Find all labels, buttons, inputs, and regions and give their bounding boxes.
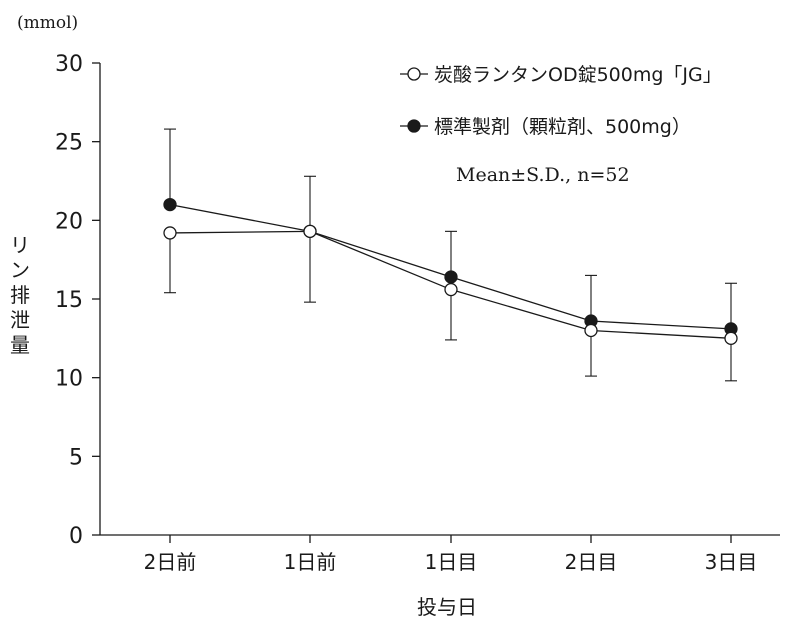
data-point-open — [163, 226, 177, 240]
y-tick-label: 30 — [55, 52, 83, 77]
y-ticks: 0 5 10 15 20 25 30 — [55, 52, 100, 549]
y-tick-label: 10 — [55, 367, 83, 392]
x-tick-label: 3日目 — [705, 550, 758, 574]
data-point-open — [584, 323, 598, 338]
y-tick-label: 20 — [55, 209, 83, 234]
y-tick-label: 5 — [69, 445, 83, 470]
x-tick-label: 1日前 — [284, 550, 337, 574]
y-tick-label: 15 — [55, 288, 83, 313]
x-tick-label: 2日前 — [144, 550, 197, 574]
legend-marker-open-circle — [407, 67, 421, 81]
error-bars — [164, 128, 737, 382]
data-point-open — [303, 224, 317, 238]
legend-marker-filled-circle — [407, 119, 421, 133]
y-tick-label: 25 — [55, 131, 83, 156]
data-point-filled — [163, 197, 177, 212]
legend-label-series-2: 標準製剤（顆粒剤、500mg） — [434, 116, 691, 138]
y-unit-label: (mmol) — [17, 13, 78, 33]
legend-label-series-1: 炭酸ランタンOD錠500mg「JG」 — [434, 64, 722, 86]
data-point-filled — [444, 270, 458, 284]
x-tick-label: 2日目 — [565, 550, 618, 574]
y-axis-title: リン排泄量 — [10, 233, 30, 357]
x-axis-title: 投与日 — [417, 595, 477, 619]
data-point-open — [444, 282, 458, 297]
x-ticks: 2日前 1日前 1日目 2日目 3日目 — [144, 535, 758, 574]
x-tick-label: 1日目 — [425, 550, 478, 574]
data-markers — [163, 197, 738, 345]
legend: 炭酸ランタンOD錠500mg「JG」 標準製剤（顆粒剤、500mg） Mean±… — [400, 64, 722, 186]
data-point-open — [724, 331, 738, 345]
legend-item-series-2: 標準製剤（顆粒剤、500mg） — [400, 116, 691, 138]
legend-item-series-1: 炭酸ランタンOD錠500mg「JG」 — [400, 64, 722, 86]
y-tick-label: 0 — [69, 524, 83, 549]
stats-annotation: Mean±S.D., n=52 — [456, 164, 630, 186]
